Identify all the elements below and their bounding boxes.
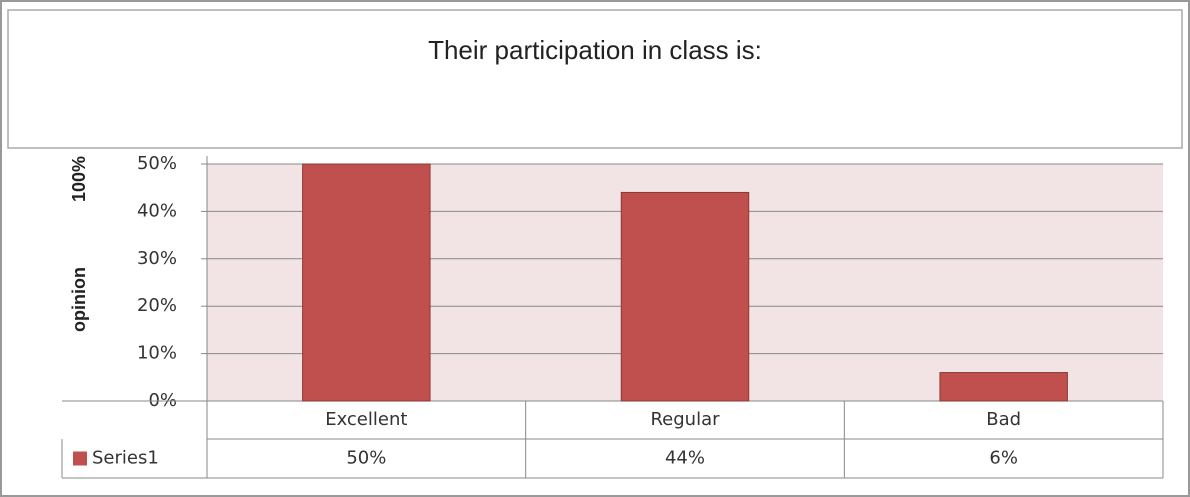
bar [620,191,750,402]
y-tick-label: 10% [137,343,177,364]
legend-swatch [73,451,87,466]
y-tick-label: 50% [137,153,177,174]
table-value: 44% [665,448,705,469]
legend-label: Series1 [92,448,159,469]
y-tick-label: 20% [137,295,177,316]
x-tick-label: Regular [650,409,720,430]
x-tick-label: Bad [986,409,1021,430]
bar [302,163,431,402]
y-tick-label: 40% [137,200,177,221]
bar [939,372,1068,402]
table-value: 50% [346,448,386,469]
title-box [7,9,1183,149]
chart-title: Their participation in class is: [428,35,762,65]
y-axis-label: opinion 100% [69,156,89,332]
x-tick-label: Excellent [325,409,407,430]
table-value: 6% [989,448,1018,469]
y-tick-label: 30% [137,248,177,269]
